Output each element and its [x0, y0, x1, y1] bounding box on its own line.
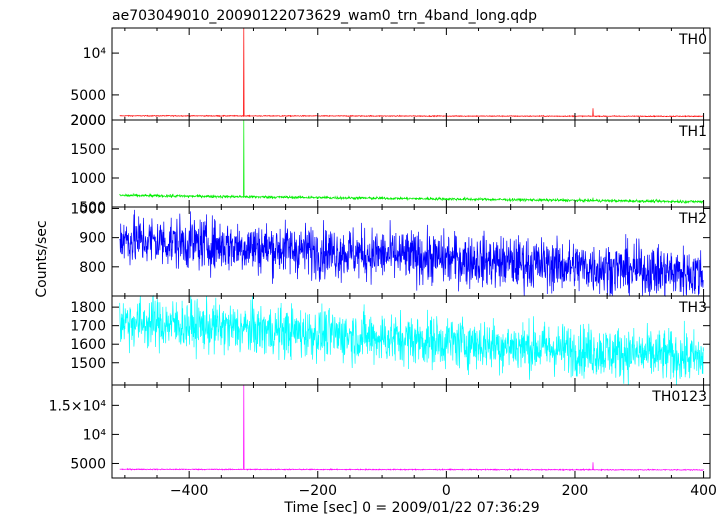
y-tick-label: 500 — [79, 200, 106, 216]
x-tick-label: 0 — [442, 483, 451, 499]
y-tick-label: 2000 — [70, 113, 106, 129]
series-line-th0 — [119, 27, 704, 118]
panel-frame-th0123 — [111, 384, 711, 479]
y-tick-label: 10⁴ — [83, 427, 107, 443]
y-tick-label: 900 — [79, 231, 106, 247]
y-tick-label: 1600 — [70, 337, 106, 353]
chart-title: ae703049010_20090122073629_wam0_trn_4ban… — [112, 8, 537, 24]
y-tick-label: 1.5×10⁴ — [49, 398, 107, 414]
y-tick-label: 10⁴ — [83, 46, 107, 62]
series-line-th0123 — [119, 384, 704, 472]
y-tick-label: 1000 — [70, 201, 106, 217]
panel-label-th0123: TH0123 — [651, 389, 707, 405]
y-tick-label: 5000 — [70, 88, 106, 104]
panel-frame-th0 — [111, 27, 711, 121]
series-line-th3 — [119, 294, 704, 386]
x-axis-label: Time [sec] 0 = 2009/01/22 07:36:29 — [283, 500, 539, 516]
y-tick-label: 1000 — [70, 171, 106, 187]
y-tick-label: 2000 — [70, 113, 106, 129]
panel-label-th0: TH0 — [678, 32, 707, 48]
x-tick-label: 200 — [562, 483, 589, 499]
series-line-th1 — [119, 119, 704, 205]
y-tick-label: 1700 — [70, 319, 106, 335]
panel-label-th2: TH2 — [678, 211, 707, 227]
panel-label-th1: TH1 — [678, 124, 707, 140]
x-tick-label: −200 — [299, 483, 337, 499]
x-tick-label: −400 — [170, 483, 208, 499]
y-tick-label: 800 — [79, 260, 106, 276]
y-tick-label: 1800 — [70, 300, 106, 316]
panel-frame-th1 — [111, 119, 711, 208]
x-tick-label: 400 — [690, 483, 717, 499]
panel-label-th3: TH3 — [678, 300, 707, 316]
series-line-th2 — [119, 209, 704, 298]
y-axis-label: Counts/sec — [34, 220, 50, 297]
y-tick-label: 5000 — [70, 456, 106, 472]
y-tick-label: 1500 — [70, 356, 106, 372]
y-tick-label: 1500 — [70, 142, 106, 158]
panels-group: TH02000500010⁴TH1500100015002000TH280090… — [49, 27, 717, 499]
